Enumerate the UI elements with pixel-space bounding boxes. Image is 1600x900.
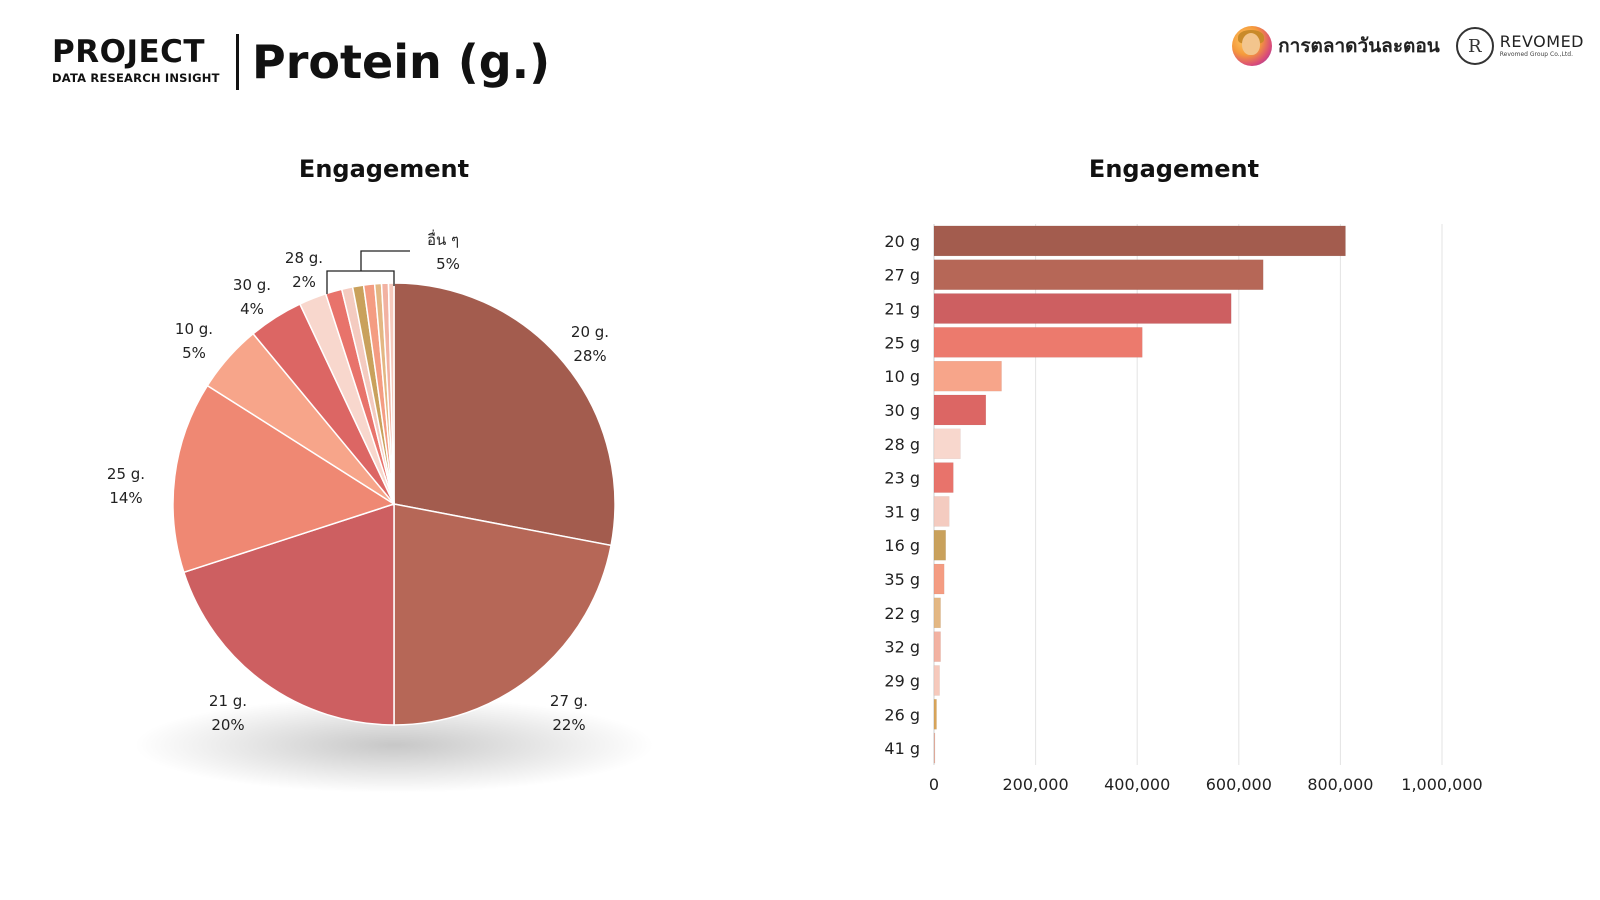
- bar-23-g: [933, 462, 954, 493]
- bar-27-g: [933, 259, 1264, 290]
- y-category-label: 26 g: [884, 705, 920, 724]
- brand-title: PROJECT: [52, 34, 206, 70]
- x-tick-label: 200,000: [1003, 775, 1069, 794]
- bar-31-g: [933, 496, 950, 527]
- x-tick-label: 400,000: [1104, 775, 1170, 794]
- pie-slice-20-g: [393, 282, 616, 547]
- bar-28-g: [933, 428, 961, 460]
- y-category-label: 41 g: [884, 739, 920, 758]
- y-category-label: 27 g: [884, 266, 920, 285]
- bar-32-g: [933, 631, 941, 662]
- y-category-label: 30 g: [884, 401, 920, 420]
- revomed-logo-icon: R: [1455, 27, 1494, 65]
- y-category-label: 21 g: [884, 300, 920, 319]
- y-category-label: 28 g: [884, 435, 920, 454]
- y-category-label: 22 g: [884, 604, 920, 623]
- pie-slice-27-g: [393, 503, 612, 726]
- pie-label-28-g: 28 g. 2%: [285, 249, 323, 291]
- y-category-label: 29 g: [884, 671, 920, 690]
- page-title: Protein (g.): [252, 35, 551, 89]
- bar-25-g: [933, 327, 1143, 358]
- y-category-label: 25 g: [884, 333, 920, 352]
- pie-shadow: [134, 697, 654, 793]
- pie-label-others: อื่น ๆ 5%: [427, 229, 460, 273]
- bar-20-g: [933, 225, 1346, 257]
- pie-label-21-g: 21 g. 20%: [209, 692, 247, 734]
- bar-21-g: [933, 293, 1232, 324]
- y-category-label: 23 g: [884, 469, 920, 488]
- revomed-subtitle: Revomed Group Co.,Ltd.: [1499, 51, 1573, 58]
- pie-chart: 20 g. 28% 27 g. 22% 21 g. 20% 25 g. 14% 10 g. 5% 3…: [107, 229, 654, 793]
- bar-22-g: [933, 597, 941, 629]
- marketing-logo-icon: [1232, 26, 1273, 66]
- header-divider: [236, 34, 239, 90]
- bar-16-g: [933, 529, 946, 561]
- bar-35-g: [933, 563, 945, 595]
- y-category-label: 35 g: [884, 570, 920, 589]
- bar-26-g: [933, 699, 937, 730]
- pie-label-27-g: 27 g. 22%: [550, 692, 588, 734]
- pie-label-20-g: 20 g. 28%: [571, 323, 609, 365]
- bar-chart-title: Engagement: [1088, 155, 1260, 183]
- y-category-label: 32 g: [884, 638, 920, 657]
- brand-block: PROJECT DATA RESEARCH INSIGHT: [52, 34, 220, 85]
- revomed-name: REVOMED: [1499, 32, 1584, 51]
- bar-10-g: [933, 360, 1002, 392]
- logos: การตลาดวันละตอน R REVOMED Revomed Group …: [1232, 24, 1584, 68]
- x-tick-label: 600,000: [1206, 775, 1272, 794]
- pie-slice-21-g: [182, 502, 395, 726]
- brand-subtitle: DATA RESEARCH INSIGHT: [52, 71, 220, 85]
- others-callout-line: [326, 250, 410, 294]
- marketing-logo-text: การตลาดวันละตอน: [1278, 35, 1440, 57]
- pie-slice-25-g: [172, 384, 396, 574]
- pie-label-25-g: 25 g. 14%: [107, 465, 145, 507]
- bar-41-g: [933, 732, 936, 764]
- x-tick-label: 1,000,000: [1401, 775, 1482, 794]
- revomed-logo-text: REVOMED Revomed Group Co.,Ltd.: [1500, 33, 1584, 59]
- x-tick-label: 0: [929, 775, 939, 794]
- pie-label-30-g: 30 g. 4%: [233, 276, 271, 318]
- bar-30-g: [933, 394, 987, 426]
- pie-label-10-g: 10 g. 5%: [175, 320, 213, 362]
- x-tick-label: 800,000: [1307, 775, 1373, 794]
- y-category-label: 16 g: [884, 536, 920, 555]
- y-category-label: 31 g: [884, 502, 920, 521]
- pie-chart-title: Engagement: [298, 155, 470, 183]
- bar-29-g: [933, 665, 940, 696]
- y-category-label: 10 g: [884, 367, 920, 386]
- y-category-label: 20 g: [884, 232, 920, 251]
